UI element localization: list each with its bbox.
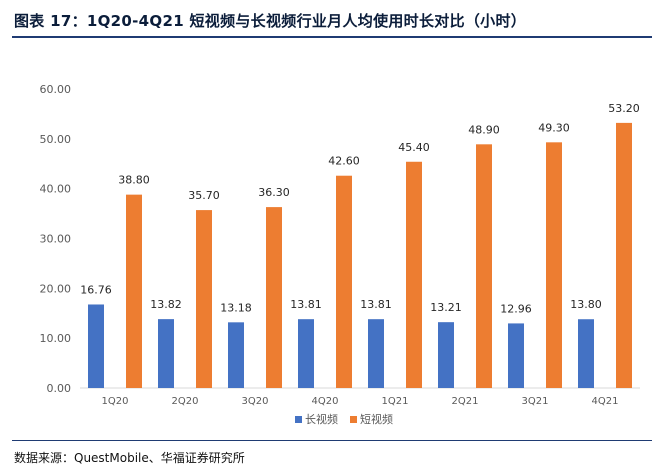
title-rule [12, 36, 652, 38]
y-tick-label: 0.00 [47, 382, 72, 395]
long-video-bar [158, 319, 174, 388]
long-video-bar [508, 323, 524, 388]
short-video-data-label: 42.60 [328, 155, 360, 168]
long-video-data-label: 13.82 [150, 298, 182, 311]
y-tick-label: 30.00 [40, 233, 72, 246]
short-video-bar [616, 122, 632, 389]
short-video-bar [126, 194, 142, 388]
long-video-data-label: 12.96 [500, 302, 532, 315]
long-video-bar [578, 319, 594, 388]
long-video-bar [438, 322, 454, 388]
y-tick-label: 60.00 [40, 83, 72, 96]
short-video-data-label: 38.80 [118, 174, 150, 187]
y-tick-label: 10.00 [40, 332, 72, 345]
x-tick-label: 1Q20 [102, 396, 129, 407]
long-video-data-label: 13.81 [290, 298, 322, 311]
long-video-bar [228, 322, 244, 388]
chart-title: 图表 17：1Q20-4Q21 短视频与长视频行业月人均使用时长对比（小时） [14, 12, 527, 30]
short-video-bar [406, 161, 422, 388]
long-video-data-label: 16.76 [80, 283, 112, 296]
x-tick-label: 4Q21 [592, 396, 619, 407]
short-video-bar [196, 210, 212, 388]
footer-rule [12, 440, 652, 441]
long-video-data-label: 13.18 [220, 301, 252, 314]
long-video-bar [298, 319, 314, 388]
x-tick-label: 1Q21 [382, 396, 409, 407]
legend-long-video-swatch [295, 416, 302, 423]
x-tick-label: 3Q20 [242, 396, 269, 407]
x-tick-label: 3Q21 [522, 396, 549, 407]
legend-short-video-label: 短视频 [360, 412, 393, 426]
short-video-data-label: 36.30 [258, 186, 290, 199]
short-video-data-label: 49.30 [538, 121, 570, 134]
y-tick-label: 50.00 [40, 133, 72, 146]
long-video-data-label: 13.21 [430, 301, 462, 314]
x-tick-label: 2Q20 [172, 396, 199, 407]
short-video-bar [336, 175, 352, 388]
long-video-data-label: 13.81 [360, 298, 392, 311]
legend-short-video-swatch [350, 416, 357, 423]
short-video-data-label: 53.20 [608, 102, 640, 115]
long-video-bar [368, 319, 384, 388]
short-video-bar [266, 207, 282, 388]
y-tick-label: 40.00 [40, 183, 72, 196]
short-video-data-label: 35.70 [188, 189, 220, 202]
long-video-data-label: 13.80 [570, 298, 602, 311]
short-video-bar [546, 142, 562, 388]
data-source: 数据来源：QuestMobile、华福证券研究所 [14, 451, 245, 465]
x-tick-label: 2Q21 [452, 396, 479, 407]
short-video-bar [476, 144, 492, 388]
long-video-bar [88, 304, 104, 388]
short-video-data-label: 48.90 [468, 123, 500, 136]
y-tick-label: 20.00 [40, 282, 72, 295]
short-video-data-label: 45.40 [398, 141, 430, 154]
x-tick-label: 4Q20 [312, 396, 339, 407]
legend-long-video-label: 长视频 [305, 412, 338, 426]
